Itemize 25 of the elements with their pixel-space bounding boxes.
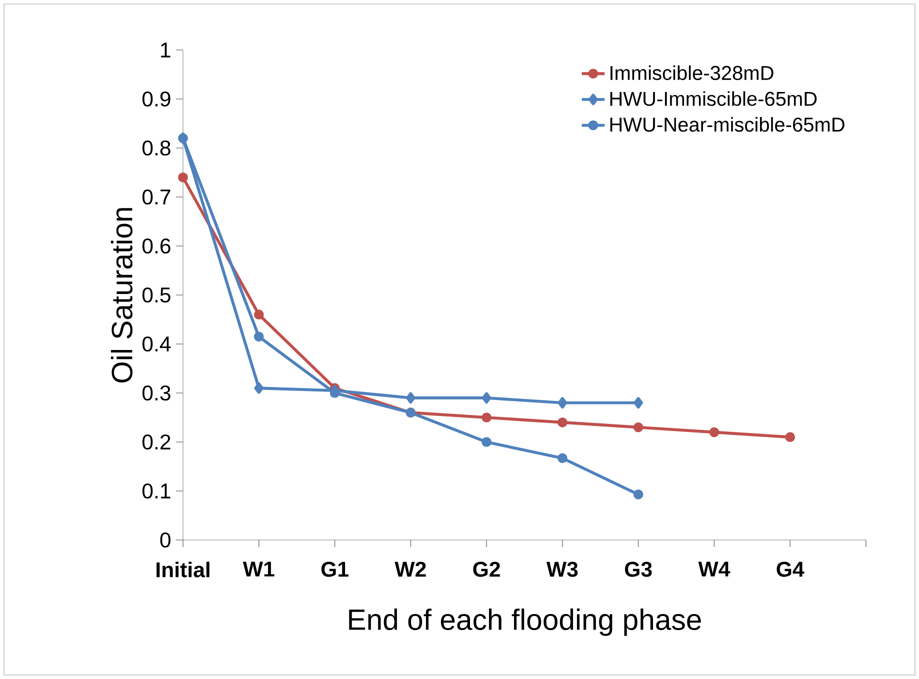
x-tick-label: W1 xyxy=(242,562,274,576)
legend-label: HWU-Near-miscible-65mD xyxy=(610,117,844,132)
x-tick-label: W4 xyxy=(698,562,730,576)
legend-label: Immiscible-328mD xyxy=(610,65,774,80)
y-tick-label: 0.6 xyxy=(142,238,170,254)
y-tick-label: 0.2 xyxy=(142,434,170,450)
y-tick-label: 0.8 xyxy=(142,140,170,156)
y-tick-label: 0.3 xyxy=(142,385,170,401)
y-tick-label: 0 xyxy=(160,532,170,548)
x-tick-label: G1 xyxy=(321,562,348,577)
x-tick-label: W2 xyxy=(394,562,426,577)
x-tick-label: G4 xyxy=(776,562,804,577)
y-tick-label: 0.9 xyxy=(142,91,170,107)
y-tick-label: 1 xyxy=(161,42,170,58)
x-tick-label: Initial xyxy=(156,562,210,578)
y-tick-label: 0.5 xyxy=(142,287,170,303)
y-tick-label: 0.7 xyxy=(142,189,170,205)
x-axis-title: End of each flooding phase xyxy=(349,608,701,636)
legend-label: HWU-Immiscible-65mD xyxy=(610,91,817,106)
y-tick-label: 0.1 xyxy=(142,483,170,499)
x-tick-label: G3 xyxy=(624,562,652,577)
y-tick-label: 0.4 xyxy=(142,336,171,352)
y-axis-title: Oil Saturation xyxy=(110,208,132,382)
x-tick-label: W3 xyxy=(546,562,578,577)
x-tick-label: G2 xyxy=(473,562,500,577)
